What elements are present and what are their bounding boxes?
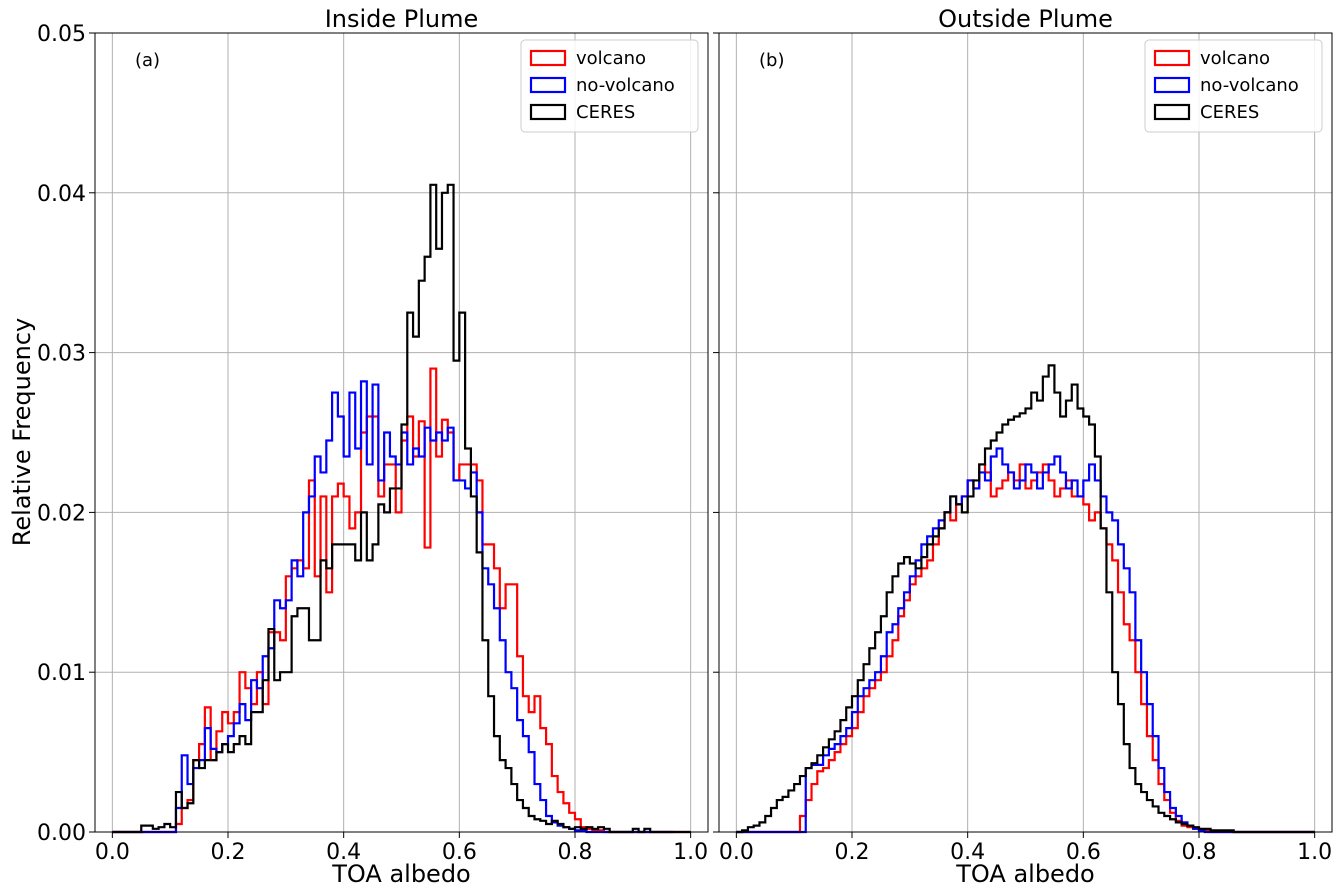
legend-label-volcano: volcano: [576, 48, 646, 69]
series-CERES: [736, 364, 1315, 834]
x-tick-label: 0.2: [211, 840, 246, 865]
series-no-volcano: [112, 380, 674, 834]
series-volcano: [112, 367, 691, 834]
panel-outside-plume: 0.0 0.2 0.4 0.6 0.8 1.0 Outside Plume (b) TOA…: [713, 5, 1333, 887]
y-tick-label: 0.02: [37, 501, 86, 526]
legend-label-CERES: CERES: [1200, 102, 1259, 123]
series-CERES: [112, 183, 691, 834]
y-axis-label: Relative Frequency: [8, 318, 36, 546]
x-tick-label: 0.8: [557, 840, 592, 865]
plot-frame: [94, 32, 709, 833]
legend-swatch-volcano: [529, 49, 567, 67]
legend: volcano no-volcano CERES: [1144, 39, 1323, 133]
series: [112, 183, 691, 834]
legend-swatch-CERES: [1153, 103, 1191, 121]
x-axis-label: TOA albedo: [331, 860, 470, 887]
legend: volcano no-volcano CERES: [520, 39, 699, 133]
series-volcano: [736, 463, 1315, 834]
x-tick-label: 0.6: [1066, 840, 1101, 865]
x-tick-label: 0.0: [95, 840, 130, 865]
x-tick-label: 0.0: [719, 840, 754, 865]
legend-swatch-CERES: [529, 103, 567, 121]
legend-label-volcano: volcano: [1200, 48, 1270, 69]
series-no-volcano: [736, 447, 1315, 834]
panel-inside-plume: 0.0 0.2 0.4 0.6 0.8 1.0 0.00 0.01 0.02 0.03 0.04 0.…: [37, 5, 709, 887]
x-tick-label: 1.0: [1297, 840, 1332, 865]
y-tick-label: 0.03: [37, 342, 86, 367]
grid: [719, 33, 1332, 832]
y-tick-label: 0.05: [37, 22, 86, 47]
x-tick-label: 0.4: [950, 840, 985, 865]
y-tick-label: 0.01: [37, 661, 86, 686]
series: [736, 364, 1315, 834]
legend-swatch-volcano: [1153, 49, 1191, 67]
panel-title: Outside Plume: [938, 5, 1113, 33]
legend-label-CERES: CERES: [576, 102, 635, 123]
y-tick-label: 0.00: [37, 821, 86, 846]
x-tick-label: 1.0: [673, 840, 708, 865]
legend-swatch-no-volcano: [529, 76, 567, 94]
x-tick-label: 0.4: [326, 840, 361, 865]
y-tick-label: 0.04: [37, 182, 86, 207]
x-tick-label: 0.8: [1181, 840, 1216, 865]
x-axis-label: TOA albedo: [955, 860, 1094, 887]
x-tick-label: 0.2: [835, 840, 870, 865]
plot-frame: [718, 32, 1333, 833]
x-tick-label: 0.6: [442, 840, 477, 865]
legend-label-no-volcano: no-volcano: [576, 75, 675, 96]
panel-label: (b): [759, 50, 784, 71]
axis-ticks: 0.0 0.2 0.4 0.6 0.8 1.0: [713, 32, 1332, 865]
legend-swatch-no-volcano: [1153, 76, 1191, 94]
legend-label-no-volcano: no-volcano: [1200, 75, 1299, 96]
axis-ticks: 0.0 0.2 0.4 0.6 0.8 1.0 0.00 0.01 0.02 0.03 0.04 0.…: [37, 22, 708, 865]
panel-label: (a): [135, 50, 160, 71]
grid: [95, 33, 708, 832]
panel-title: Inside Plume: [325, 5, 479, 33]
